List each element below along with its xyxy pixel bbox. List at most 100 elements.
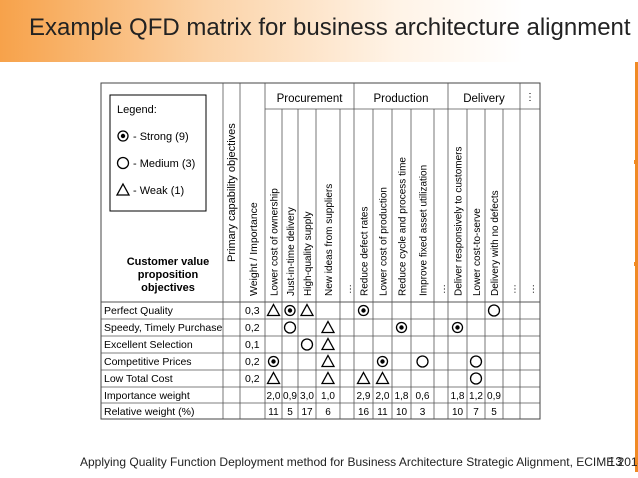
legend-title: Legend: (117, 104, 157, 116)
column-header: Lower cost-to-serve (472, 208, 483, 296)
cell-weak-symbol (320, 337, 336, 351)
legend-item-label: - Strong (9) (133, 131, 189, 143)
weight-importance-header: Weight / Importance (248, 202, 260, 296)
total-value: 7 (473, 407, 479, 418)
cell-strong-symbol (376, 355, 389, 368)
column-header: Just-in-time delivery (286, 207, 297, 296)
legend-box (109, 94, 207, 212)
total-value: 0,9 (283, 391, 297, 402)
group-header-more: ⋮ (525, 92, 535, 103)
row-weight: 0,2 (245, 373, 260, 385)
slide-title: Example QFD matrix for business architec… (29, 14, 631, 41)
total-value: 10 (452, 407, 464, 418)
cell-weak-symbol (320, 371, 336, 385)
total-value: 16 (358, 407, 370, 418)
total-value: 3 (420, 407, 426, 418)
row-label: Competitive Prices (104, 356, 192, 368)
cell-strong-symbol (451, 321, 464, 334)
legend-weak-symbol (115, 182, 131, 196)
cell-medium-symbol (487, 304, 501, 317)
cell-medium-symbol (416, 355, 429, 368)
cell-weak-symbol (299, 303, 315, 317)
slide-footer: Applying Quality Function Deployment met… (80, 455, 638, 469)
cell-strong-symbol (395, 321, 408, 334)
cell-strong-symbol-dot (455, 325, 460, 330)
total-value: 10 (396, 407, 408, 418)
cell-strong-symbol-dot (287, 308, 293, 313)
total-value: 1,2 (469, 391, 483, 402)
cell-medium-symbol (300, 338, 314, 351)
cell-medium-symbol (469, 372, 483, 385)
cell-strong-symbol (284, 304, 296, 317)
column-header: High-quality supply (303, 212, 314, 297)
legend-item-label: - Weak (1) (133, 185, 184, 197)
accent-rule (635, 62, 638, 472)
total-value: 17 (301, 407, 313, 418)
row-weight: 0,1 (245, 339, 260, 351)
group-header-delivery: Delivery (463, 93, 505, 105)
customer-objectives-header: Customer value (127, 256, 210, 268)
total-value: 5 (287, 407, 293, 418)
cell-weak-symbol (266, 371, 281, 385)
total-value: 3,0 (300, 391, 314, 402)
total-value: 1,0 (321, 391, 335, 402)
total-row-label: Relative weight (%) (104, 406, 194, 418)
cell-weak-symbol (356, 371, 371, 385)
legend-medium-symbol (116, 156, 130, 170)
matrix-frame (100, 82, 541, 420)
column-header: Delivery with no defects (490, 190, 501, 296)
accent-marker (634, 262, 638, 266)
cell-strong-symbol (357, 304, 370, 317)
row-label: Low Total Cost (104, 373, 173, 385)
cell-strong-symbol-dot (399, 325, 404, 330)
column-header-more: … (343, 284, 354, 294)
group-header-procurement: Procurement (277, 93, 344, 105)
legend-item-label: - Medium (3) (133, 158, 195, 170)
cell-medium-symbol (469, 355, 483, 368)
row-label: Perfect Quality (104, 305, 174, 317)
total-value: 1,8 (395, 391, 409, 402)
total-row-label: Importance weight (104, 390, 190, 402)
column-header: Lower cost of production (379, 187, 390, 296)
cell-strong-symbol (267, 355, 280, 368)
total-value: 11 (377, 407, 388, 418)
total-value: 6 (325, 407, 331, 418)
column-header-more: … (526, 284, 537, 294)
cell-weak-symbol (375, 371, 390, 385)
total-value: 0,6 (416, 391, 430, 402)
legend-strong-symbol (117, 130, 129, 142)
column-header: Improve fixed asset utilization (419, 165, 430, 296)
accent-marker (634, 160, 638, 164)
row-label: Speedy, Timely Purchase (104, 322, 222, 334)
cell-strong-symbol-dot (361, 308, 366, 313)
row-label: Excellent Selection (104, 339, 193, 351)
total-value: 2,0 (376, 391, 390, 402)
total-value: 2,0 (267, 391, 281, 402)
column-header: Lower cost of ownership (270, 188, 281, 296)
customer-objectives-header: objectives (141, 282, 195, 294)
column-header-more: … (508, 284, 519, 294)
group-header-production: Production (374, 93, 429, 105)
page-number: 13 (608, 454, 623, 469)
customer-objectives-header: proposition (138, 269, 199, 281)
total-value: 2,9 (357, 391, 371, 402)
cell-medium-symbol (283, 321, 297, 334)
title-bar (0, 0, 638, 62)
primary-capability-header: Primary capability objectives (226, 123, 238, 262)
total-value: 5 (491, 407, 497, 418)
column-header: Reduce defect rates (360, 207, 371, 297)
cell-weak-symbol (266, 303, 281, 317)
cell-weak-symbol (320, 354, 336, 368)
column-header: New ideas from suppliers (324, 184, 335, 296)
row-weight: 0,3 (245, 305, 260, 317)
total-value: 1,8 (451, 391, 465, 402)
row-weight: 0,2 (245, 356, 260, 368)
total-value: 0,9 (487, 391, 501, 402)
cell-strong-symbol-dot (380, 359, 385, 364)
column-header: Reduce cycle and process time (398, 157, 409, 296)
column-header-more: … (437, 284, 448, 294)
cell-strong-symbol-dot (271, 359, 276, 364)
row-weight: 0,2 (245, 322, 260, 334)
legend-strong-symbol-dot (120, 133, 126, 139)
